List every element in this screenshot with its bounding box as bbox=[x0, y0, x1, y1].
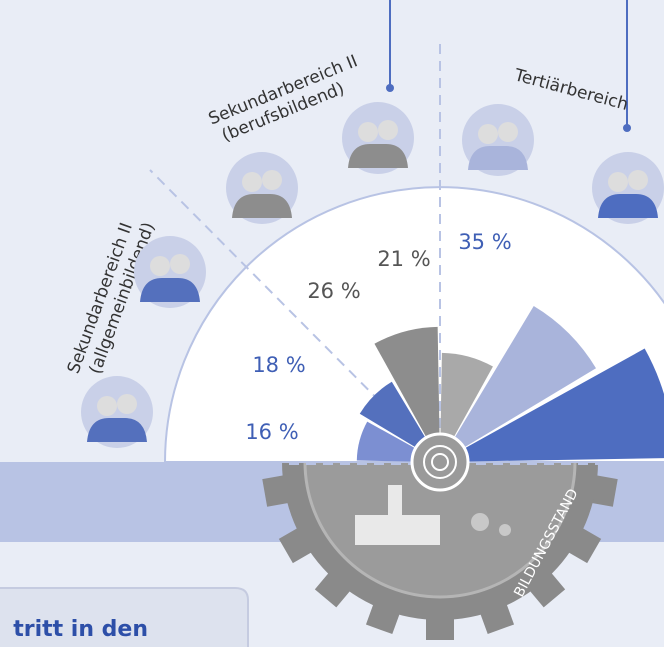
value-label: 21 % bbox=[377, 247, 430, 271]
icon-head bbox=[378, 120, 398, 140]
tree bbox=[499, 524, 511, 536]
icon-head bbox=[478, 124, 498, 144]
value-label: 35 % bbox=[458, 230, 511, 254]
box-text: tritt in den bbox=[13, 617, 148, 642]
icon-head bbox=[170, 254, 190, 274]
value-label: 18 % bbox=[252, 353, 305, 377]
icon-head bbox=[628, 170, 648, 190]
icon-head bbox=[358, 122, 378, 142]
tree bbox=[471, 513, 489, 531]
value-label: 16 % bbox=[245, 420, 298, 444]
icon-head bbox=[498, 122, 518, 142]
building bbox=[355, 515, 440, 545]
infographic: Sekundarbereich II(allgemeinbildend)Seku… bbox=[0, 0, 664, 647]
value-label: 45 % bbox=[538, 267, 591, 291]
value-label: 26 % bbox=[307, 279, 360, 303]
icon-head bbox=[150, 256, 170, 276]
pointer-dot bbox=[386, 84, 394, 92]
icon-head bbox=[97, 396, 117, 416]
pointer-dot bbox=[623, 124, 631, 132]
icon-head bbox=[608, 172, 628, 192]
icon-head bbox=[117, 394, 137, 414]
icon-head bbox=[242, 172, 262, 192]
icon-head bbox=[262, 170, 282, 190]
building-tower bbox=[388, 485, 402, 515]
hub bbox=[412, 434, 468, 490]
